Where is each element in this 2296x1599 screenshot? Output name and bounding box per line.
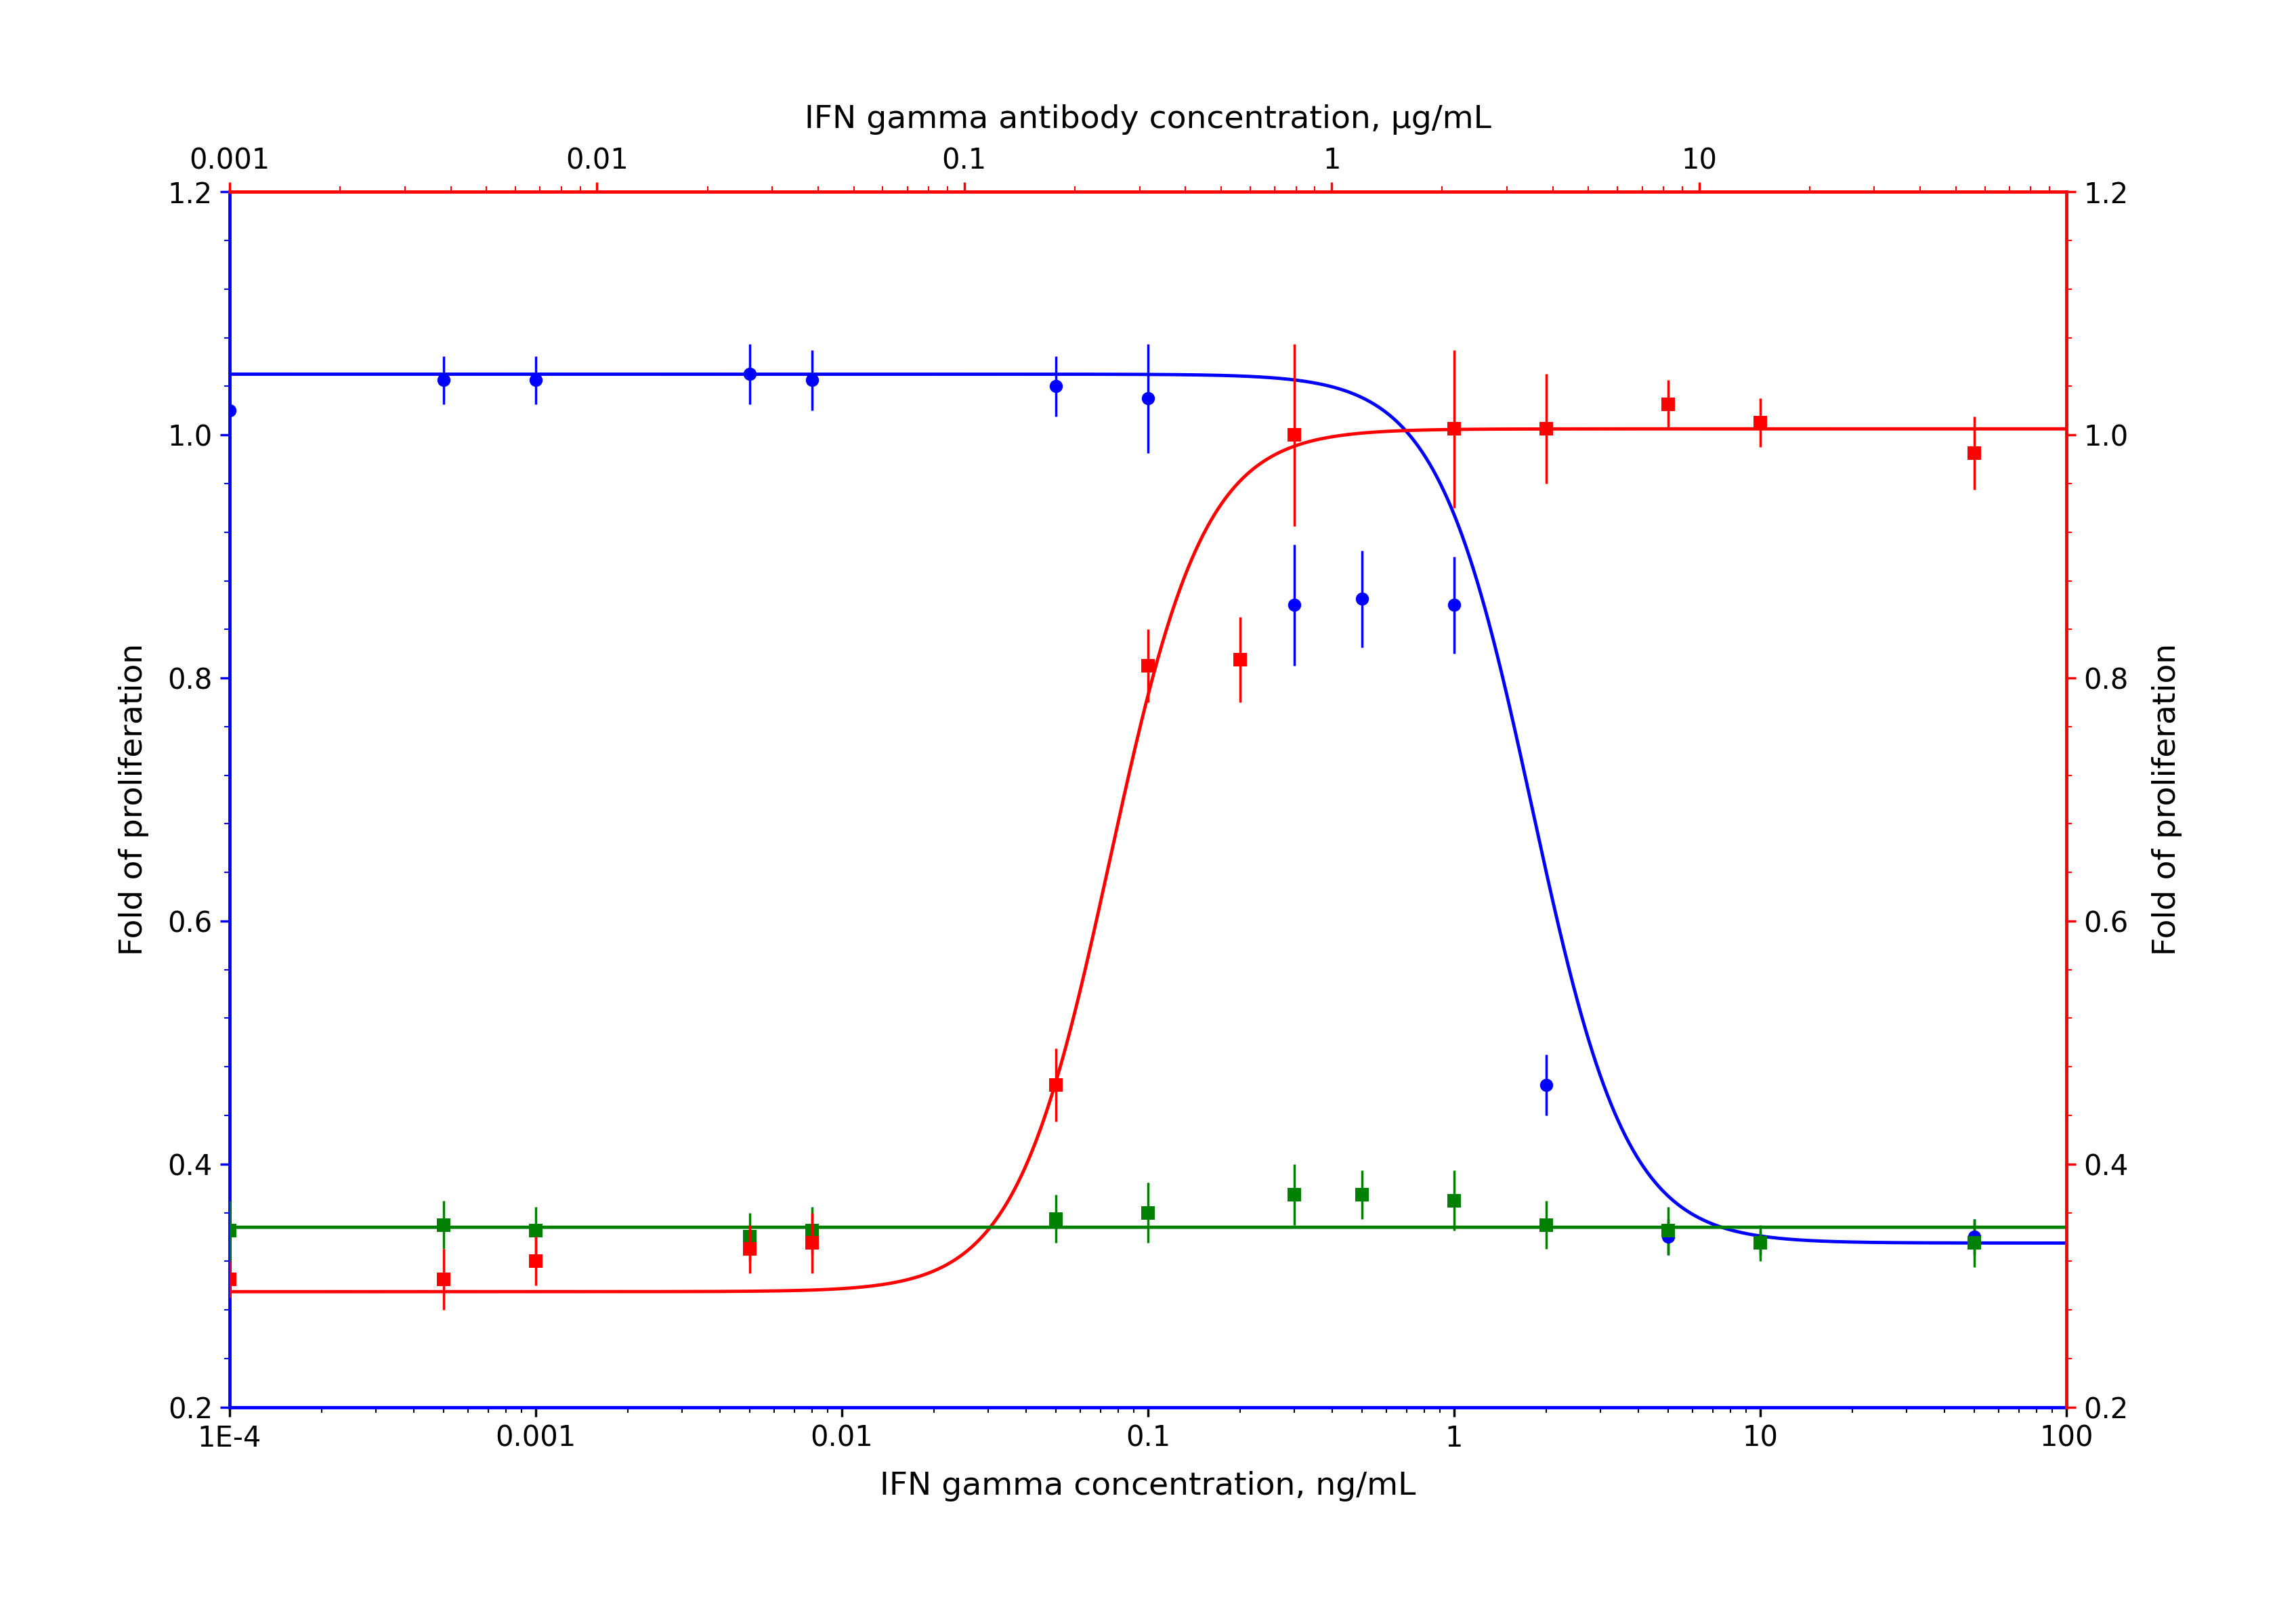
X-axis label: IFN gamma antibody concentration, μg/mL: IFN gamma antibody concentration, μg/mL: [804, 104, 1492, 134]
Y-axis label: Fold of proliferation: Fold of proliferation: [2151, 643, 2181, 956]
X-axis label: IFN gamma concentration, ng/mL: IFN gamma concentration, ng/mL: [879, 1471, 1417, 1501]
Y-axis label: Fold of proliferation: Fold of proliferation: [119, 643, 149, 956]
